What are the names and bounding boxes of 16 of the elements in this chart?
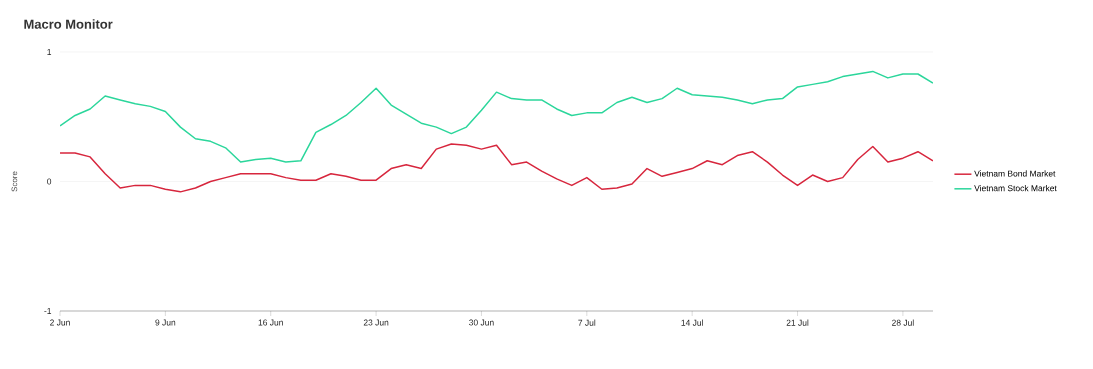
x-tick-label: 23 Jun <box>363 319 389 326</box>
y-tick-label: -1 <box>44 308 52 314</box>
legend-label: Vietnam Stock Market <box>974 184 1057 192</box>
x-tick-label: 28 Jul <box>892 319 914 326</box>
chart-title: Macro Monitor <box>24 19 113 29</box>
x-tick-label: 7 Jul <box>578 319 596 326</box>
legend-label: Vietnam Bond Market <box>974 170 1056 177</box>
y-tick-label: 0 <box>47 178 52 185</box>
x-tick-label: 9 Jun <box>155 319 176 326</box>
x-tick-label: 2 Jun <box>50 319 70 326</box>
x-tick-label: 21 Jul <box>786 319 809 326</box>
y-tick-label: 1 <box>47 49 52 55</box>
line-series <box>60 70 934 163</box>
x-tick-label: 30 Jun <box>469 319 494 326</box>
x-tick-label: 14 Jul <box>681 319 703 326</box>
x-tick-label: 16 Jun <box>258 319 283 326</box>
